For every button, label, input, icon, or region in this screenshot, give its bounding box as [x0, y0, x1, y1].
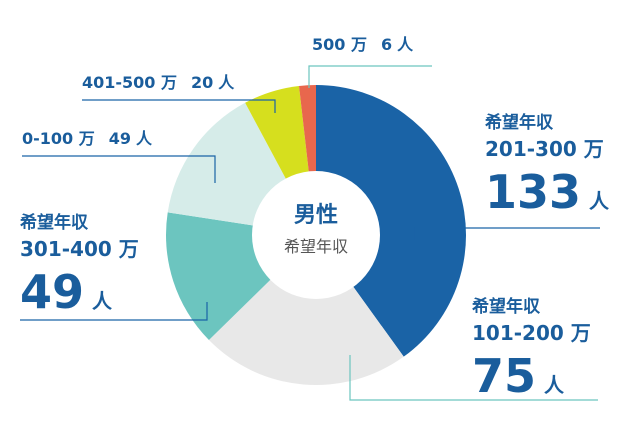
leader-line: [20, 302, 208, 321]
slice: [316, 85, 467, 357]
donut-hole: [252, 171, 380, 299]
slice: [208, 235, 404, 385]
chart-title: 男性: [294, 203, 338, 228]
leader-line: [308, 65, 432, 88]
value-label: 75: [472, 349, 536, 403]
value-label: 49: [109, 129, 131, 148]
value-label: 133: [485, 165, 581, 219]
value-label: 6: [381, 35, 392, 54]
category-label: 0-100 万: [22, 129, 95, 148]
leader-line: [349, 355, 598, 401]
unit-label: 人: [397, 35, 414, 54]
unit-label: 人: [136, 129, 153, 148]
chart-subtitle: 希望年収: [284, 237, 348, 256]
value-label: 49: [20, 265, 84, 319]
series-label: 希望年収: [472, 296, 541, 317]
series-label: 希望年収: [485, 112, 554, 133]
unit-label: 人: [589, 189, 610, 213]
category-label: 401-500 万: [82, 73, 177, 92]
unit-label: 人: [544, 373, 565, 397]
category-label: 301-400 万: [20, 237, 139, 261]
leader-line: [414, 227, 600, 240]
data-label: 133 人: [485, 165, 610, 219]
data-label: 401-500 万 20 人: [82, 73, 235, 92]
data-label: 49 人: [20, 265, 113, 319]
leader-line: [22, 155, 216, 183]
unit-label: 人: [92, 289, 113, 313]
category-label: 201-300 万: [485, 137, 604, 161]
category-label: 101-200 万: [472, 321, 591, 345]
leader-line: [82, 99, 276, 113]
data-label: 0-100 万 49 人: [22, 129, 153, 148]
data-label: 75 人: [472, 349, 565, 403]
value-label: 20: [191, 73, 213, 92]
category-label: 500 万: [312, 35, 367, 54]
series-label: 希望年収: [20, 212, 89, 233]
unit-label: 人: [218, 73, 235, 92]
slices: [166, 85, 467, 385]
